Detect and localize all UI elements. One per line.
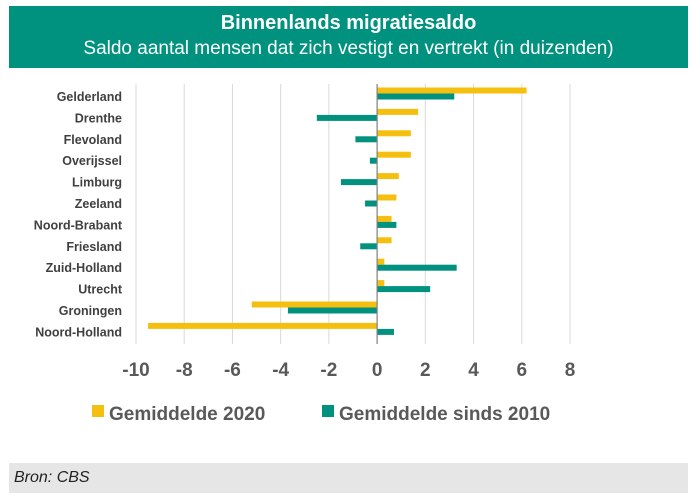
x-tick-label-2: -6 xyxy=(224,360,241,381)
category-label-noord-brabant: Noord-Brabant xyxy=(34,218,123,232)
category-label-groningen: Groningen xyxy=(59,304,122,318)
legend-label-1: Gemiddelde sinds 2010 xyxy=(339,404,550,425)
category-label-zuid-holland: Zuid-Holland xyxy=(46,261,122,275)
category-label-friesland: Friesland xyxy=(66,240,122,254)
bar-2020-gelderland xyxy=(377,87,527,94)
bar-2010-limburg xyxy=(340,179,378,186)
category-label-overijssel: Overijssel xyxy=(62,154,122,168)
x-tick-label-1: -8 xyxy=(176,360,193,381)
category-label-gelderland: Gelderland xyxy=(57,90,122,104)
x-tick-label-6: 2 xyxy=(420,360,431,381)
x-tick-label-3: -4 xyxy=(272,360,289,381)
bar-2020-zeeland xyxy=(377,194,397,201)
source-footer: Bron: CBS xyxy=(9,463,688,493)
bar-2010-utrecht xyxy=(377,286,431,293)
bar-2020-limburg xyxy=(377,173,399,180)
bar-2020-noord-brabant xyxy=(377,215,392,222)
x-tick-label-8: 6 xyxy=(516,360,527,381)
bar-2020-flevoland xyxy=(377,130,411,137)
legend-swatch-1 xyxy=(322,405,334,417)
x-tick-label-0: -10 xyxy=(122,360,149,381)
bar-2020-zuid-holland xyxy=(377,258,385,265)
legend-swatch-0 xyxy=(92,405,104,417)
bar-2010-noord-holland xyxy=(377,328,394,335)
bar-2010-zeeland xyxy=(365,200,378,207)
bar-2020-noord-holland xyxy=(148,322,378,329)
category-label-utrecht: Utrecht xyxy=(78,283,123,297)
source-text: Bron: CBS xyxy=(14,469,90,486)
bar-2010-noord-brabant xyxy=(377,221,397,228)
bar-2020-friesland xyxy=(377,237,392,244)
chart-header: Binnenlands migratiesaldo Saldo aantal m… xyxy=(9,6,688,68)
legend-label-0: Gemiddelde 2020 xyxy=(109,404,265,425)
bar-2020-drenthe xyxy=(377,108,419,115)
category-label-drenthe: Drenthe xyxy=(75,111,122,125)
x-tick-label-4: -2 xyxy=(320,360,337,381)
bar-2010-drenthe xyxy=(316,114,378,121)
category-label-noord-holland: Noord-Holland xyxy=(35,325,122,339)
x-tick-label-7: 4 xyxy=(468,360,479,381)
x-tick-label-5: 0 xyxy=(372,360,383,381)
bar-2010-gelderland xyxy=(377,93,455,100)
bar-2010-groningen xyxy=(287,307,378,314)
bar-2010-friesland xyxy=(360,243,378,250)
bar-2020-groningen xyxy=(251,301,378,308)
bar-2010-overijssel xyxy=(369,157,378,164)
category-label-zeeland: Zeeland xyxy=(75,197,122,211)
category-label-limburg: Limburg xyxy=(72,176,122,190)
bar-2020-utrecht xyxy=(377,280,385,287)
chart-subtitle: Saldo aantal mensen dat zich vestigt en … xyxy=(83,38,614,59)
chart-title: Binnenlands migratiesaldo xyxy=(220,12,477,34)
category-label-flevoland: Flevoland xyxy=(64,133,122,147)
bar-2010-flevoland xyxy=(355,136,378,143)
bar-2010-zuid-holland xyxy=(377,264,457,271)
x-tick-label-9: 8 xyxy=(565,360,576,381)
bar-2020-overijssel xyxy=(377,151,411,158)
